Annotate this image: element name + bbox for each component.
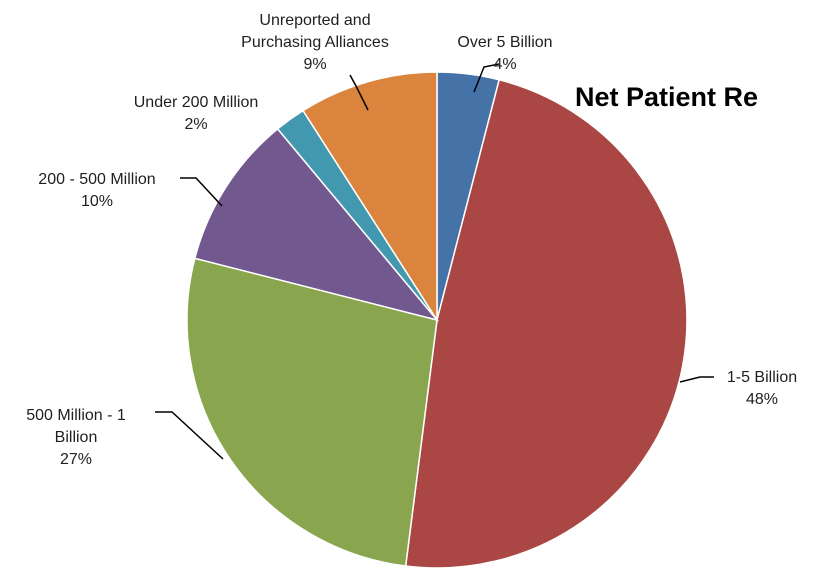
slice-labels: Over 5 Billion 4% 1-5 Billion 48% 500 Millio… [26, 12, 797, 468]
chart-title: Net Patient Re [575, 82, 758, 112]
slice-label-4: 200 - 500 Million 10% [38, 171, 155, 210]
leader-line-4 [180, 177, 223, 207]
slice-label-1: Over 5 Billion 4% [457, 34, 552, 73]
slice-label-6: Unreported and Purchasing Alliances 9% [241, 12, 389, 73]
pie-slices [186, 71, 688, 569]
leader-line-2 [679, 376, 714, 383]
pie-slice-6 [302, 71, 438, 323]
leader-line-1 [473, 63, 500, 93]
leader-line-3 [155, 411, 224, 460]
slice-label-5: Under 200 Million 2% [134, 94, 259, 133]
pie-slice-2 [404, 78, 688, 569]
pie-slice-3 [186, 257, 438, 567]
pie-slice-4 [193, 127, 440, 322]
leader-lines [155, 63, 714, 460]
slice-label-3: 500 Million - 1 Billion 27% [26, 407, 126, 468]
slice-label-2: 1-5 Billion 48% [727, 369, 797, 408]
leader-line-6 [349, 74, 369, 111]
